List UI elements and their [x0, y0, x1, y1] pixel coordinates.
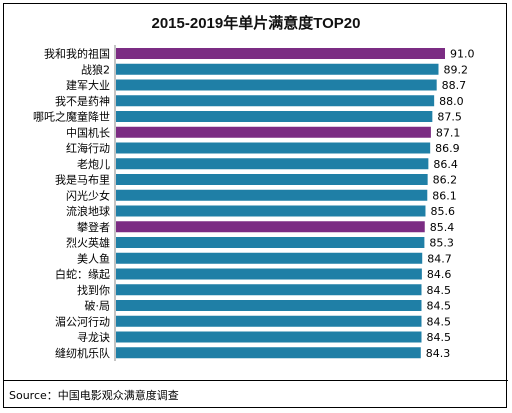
bar: [116, 79, 437, 91]
value-label: 86.9: [435, 142, 460, 155]
bar: [116, 347, 421, 359]
value-label: 86.2: [433, 174, 458, 187]
bar: [116, 221, 425, 233]
value-label: 88.7: [442, 79, 467, 92]
value-label: 89.2: [443, 63, 468, 76]
category-label: 烈火英雄: [66, 236, 110, 250]
bar: [116, 158, 429, 170]
bar: [116, 126, 431, 138]
bar: [116, 237, 425, 248]
category-label: 我是马布里: [55, 174, 110, 187]
value-label: 84.6: [427, 268, 452, 281]
bar: [116, 95, 435, 107]
category-label: 白蛇：缘起: [55, 267, 110, 281]
category-label: 美人鱼: [77, 251, 110, 265]
category-label: 流浪地球: [66, 204, 110, 218]
bar: [116, 300, 422, 311]
source-divider: [4, 380, 508, 381]
category-label: 寻龙诀: [77, 331, 110, 344]
bar: [116, 252, 423, 264]
bar: [116, 315, 422, 327]
category-label: 老炮儿: [77, 158, 110, 171]
category-label: 战狼2: [81, 62, 110, 76]
category-label: 攀登者: [77, 220, 110, 234]
bar: [116, 331, 422, 343]
value-label: 84.5: [427, 315, 452, 328]
bar: [116, 189, 428, 201]
bar: [116, 205, 426, 217]
bar: [116, 174, 428, 185]
value-label: 86.1: [432, 189, 457, 202]
bar: [116, 268, 422, 280]
category-label: 缝纫机乐队: [55, 346, 110, 360]
value-label: 85.6: [430, 205, 455, 218]
chart-title: 2015-2019年单片满意度TOP20: [151, 15, 361, 32]
value-label: 84.5: [427, 331, 452, 344]
bar: [116, 63, 439, 75]
category-label: 中国机长: [66, 125, 110, 139]
category-label: 我和我的祖国: [44, 47, 110, 61]
value-label: 85.3: [429, 237, 454, 250]
value-label: 84.5: [427, 284, 452, 297]
category-label: 红海行动: [66, 141, 110, 155]
category-label: 破·局: [85, 299, 111, 313]
value-label: 86.4: [433, 158, 458, 171]
value-label: 84.7: [427, 252, 452, 265]
value-label: 88.0: [439, 95, 464, 108]
bar: [116, 142, 431, 154]
value-label: 91.0: [450, 48, 475, 61]
bar-chart: 我和我的祖国 91.0 战狼2 89.2 建军大业 88.7 我不是药神 88.0 哪吒之魔童降…: [33, 45, 475, 361]
category-label: 我不是药神: [55, 94, 110, 108]
value-label: 84.5: [427, 300, 452, 313]
category-label: 闪光少女: [66, 188, 110, 202]
category-label: 哪吒之魔童降世: [33, 110, 110, 124]
chart-frame: 2015-2019年单片满意度TOP20 我和我的祖国 91.0 战狼2 89.2 建军…: [3, 3, 508, 408]
source-note: Source：中国电影观众满意度调查: [9, 389, 179, 402]
category-label: 建军大业: [66, 78, 110, 92]
value-label: 87.5: [437, 111, 462, 124]
value-label: 85.4: [430, 221, 455, 234]
value-label: 87.1: [436, 126, 461, 139]
category-label: 湄公河行动: [55, 315, 110, 328]
bar: [116, 284, 422, 296]
category-label: 找到你: [77, 283, 110, 297]
bar: [116, 48, 445, 59]
value-label: 84.3: [426, 347, 451, 360]
bar: [116, 111, 433, 122]
